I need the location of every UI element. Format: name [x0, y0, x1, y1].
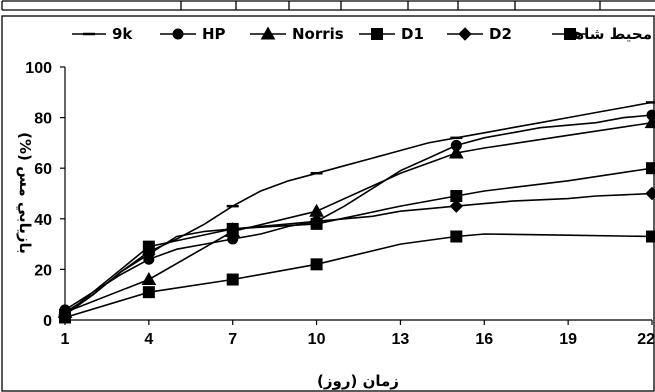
series-control-point-1 — [142, 286, 155, 299]
series-control-point-8 — [646, 230, 655, 243]
chart-area-border — [1, 15, 655, 392]
x-tick-label-13: 13 — [392, 331, 410, 348]
y-tick-label-0: 0 — [43, 313, 52, 330]
series-d2-point-14 — [449, 199, 464, 213]
y-axis-title: بازيابي مس (%) — [16, 132, 34, 254]
x-tick-label-7: 7 — [228, 331, 237, 348]
y-tick-label-80: 80 — [34, 111, 52, 128]
legend-item-control-point-sym — [564, 28, 576, 40]
series-norris-point-5 — [448, 145, 464, 159]
y-tick-label-100: 100 — [25, 60, 52, 77]
legend: 9k HP Norris D1 D2 محيط شاهد — [72, 25, 652, 43]
legend-item-d2-point-sym — [458, 27, 472, 41]
x-tick-label-19: 19 — [559, 331, 577, 348]
x-tick-label-4: 4 — [144, 331, 153, 348]
legend-item-d1: D1 — [359, 25, 424, 43]
y-tick-label-40: 40 — [34, 212, 52, 229]
x-tick-label-1: 1 — [61, 331, 70, 348]
legend-item-hp: HP — [160, 25, 226, 43]
series-control-point-5 — [450, 230, 463, 243]
series-d2-point-3 — [142, 247, 156, 261]
series-control-point-3 — [310, 258, 323, 271]
series-norris-point-8 — [644, 115, 655, 129]
legend-item-hp-label: HP — [202, 25, 226, 43]
series-control-point-2 — [226, 273, 239, 286]
series-control — [59, 230, 655, 324]
legend-item-9k-label: 9k — [112, 25, 133, 43]
series-d1-line — [64, 167, 653, 316]
series-control-line — [64, 233, 653, 319]
series-norris-line — [64, 121, 653, 314]
legend-item-norris-point-sym — [260, 26, 276, 40]
series-hp-line — [64, 114, 653, 311]
x-axis-ticks: 1 4 7 10 13 16 19 22 — [61, 320, 655, 348]
series-d2-point-6 — [226, 222, 240, 236]
series-layer — [57, 101, 655, 324]
legend-item-9k: 9k — [72, 25, 133, 43]
legend-item-control-label: محيط شاهد — [565, 25, 652, 43]
series-d1-point-8 — [646, 162, 655, 175]
x-tick-label-16: 16 — [475, 331, 493, 348]
series-control-point-0 — [59, 311, 71, 324]
legend-item-norris: Norris — [250, 25, 344, 43]
legend-item-d2-label: D2 — [489, 25, 512, 43]
legend-item-norris-label: Norris — [292, 25, 344, 43]
legend-item-hp-point-sym — [172, 28, 184, 40]
x-tick-label-10: 10 — [308, 331, 326, 348]
series-d2-line — [64, 192, 653, 316]
y-tick-label-60: 60 — [34, 161, 52, 178]
top-table-strip — [1, 0, 655, 11]
x-tick-label-22: 22 — [637, 331, 655, 348]
series-d2 — [58, 186, 655, 322]
series-norris-point-3 — [309, 203, 324, 217]
legend-item-d1-label: D1 — [401, 25, 424, 43]
legend-item-control: محيط شاهد — [552, 25, 652, 43]
y-tick-label-20: 20 — [34, 262, 52, 279]
legend-item-d2: D2 — [447, 25, 512, 43]
series-norris-point-1 — [141, 272, 157, 286]
series-d2-point-9 — [309, 214, 324, 229]
y-axis-ticks: 0 20 40 60 80 100 — [25, 60, 65, 330]
legend-item-d1-point-sym — [371, 28, 383, 40]
axes — [64, 67, 652, 321]
series-d2-point-21 — [645, 186, 655, 201]
x-axis-title: زمان (روز) — [317, 372, 399, 390]
